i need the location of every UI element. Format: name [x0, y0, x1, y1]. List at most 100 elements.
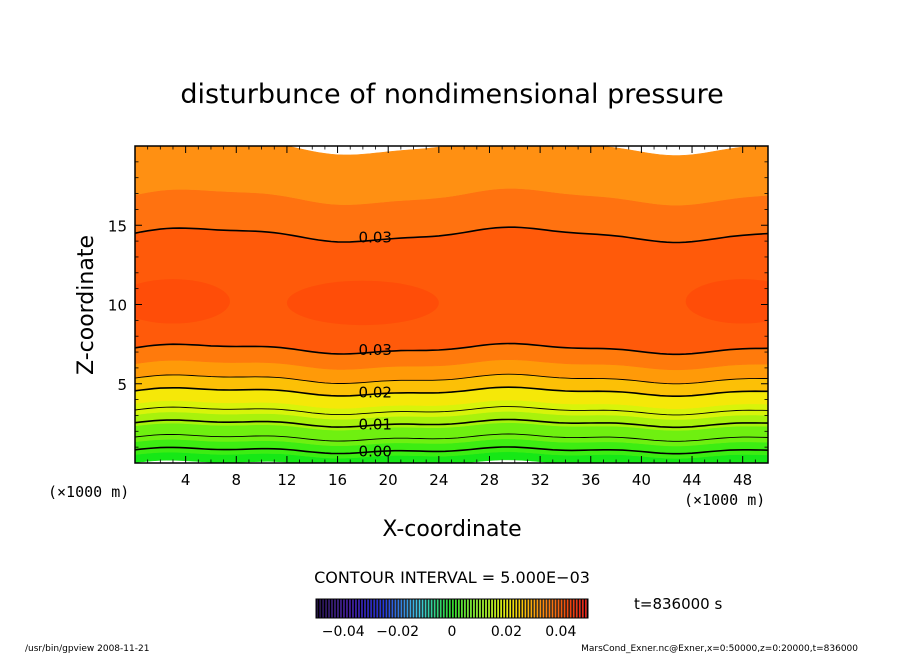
chart-title: disturbunce of nondimensional pressure: [180, 79, 723, 110]
colorbar-swatch: [491, 599, 493, 618]
contour-interval-text: CONTOUR INTERVAL = 5.000E−03: [314, 568, 590, 587]
colorbar-swatch: [379, 599, 382, 618]
x-tick-label-3: 16: [328, 471, 347, 489]
time-text: t=836000 s: [634, 595, 722, 613]
colorbar-swatch: [584, 599, 587, 618]
footer-right: MarsCond_Exner.nc@Exner,x=0:50000,z=0:20…: [581, 644, 858, 654]
colorbar-gap: [498, 599, 501, 618]
colorbar-gap: [580, 599, 582, 618]
colorbar-swatch: [548, 599, 551, 618]
colorbar-swatch: [391, 599, 394, 618]
colorbar-swatch: [361, 599, 363, 618]
colorbar-gap: [453, 599, 456, 618]
colorbar-gap: [520, 599, 522, 618]
color-band-11: [135, 146, 768, 206]
colorbar-swatch: [397, 599, 400, 618]
colorbar-swatch: [485, 599, 487, 618]
colorbar-swatch: [406, 599, 409, 618]
colorbar-swatch: [346, 599, 348, 618]
contour-label-4: 0.00: [359, 442, 392, 460]
x-tick-label-5: 24: [429, 471, 448, 489]
colorbar-swatch: [343, 599, 345, 618]
x-tick-label-2: 12: [277, 471, 296, 489]
colorbar-swatch: [358, 599, 360, 618]
contour-label-0: 0.03: [359, 228, 392, 246]
colorbar-gap: [447, 599, 449, 618]
colorbar-gap: [547, 599, 549, 618]
colorbar-tick-label-4: 0.04: [545, 624, 576, 640]
colorbar-swatch: [439, 599, 442, 618]
colorbar-gap: [574, 599, 576, 618]
colorbar-swatch: [566, 599, 569, 618]
colorbar-swatch: [412, 599, 415, 618]
colorbar-gap: [450, 599, 452, 618]
colorbar-swatch: [530, 599, 533, 618]
colorbar-swatch: [448, 599, 451, 618]
colorbar-gap: [544, 599, 546, 618]
colorbar-gap: [517, 599, 519, 618]
colorbar-gap: [586, 599, 588, 618]
colorbar-swatch: [467, 599, 469, 618]
colorbar-swatch: [494, 599, 496, 618]
colorbar-gap: [459, 599, 462, 618]
colorbar: [316, 599, 588, 618]
colorbar-swatch: [557, 599, 560, 618]
colorbar-swatch: [539, 599, 542, 618]
colorbar-gap: [417, 599, 419, 618]
colorbar-gap: [541, 599, 543, 618]
colorbar-swatch: [509, 599, 512, 618]
colorbar-gap: [538, 599, 540, 618]
colorbar-gap: [502, 599, 504, 618]
colorbar-swatch: [382, 599, 385, 618]
colorbar-swatch: [563, 599, 566, 618]
colorbar-swatch: [461, 599, 463, 618]
contour-line-1: [135, 433, 768, 442]
colorbar-gap: [508, 599, 510, 618]
x-tick-label-0: 4: [181, 471, 191, 489]
colorbar-gap: [465, 599, 468, 618]
colorbar-swatch: [370, 599, 373, 618]
contour-label-2: 0.02: [359, 384, 392, 402]
colorbar-swatch: [572, 599, 575, 618]
colorbar-swatch: [551, 599, 554, 618]
colorbar-gap: [514, 599, 516, 618]
colorbar-gap: [411, 599, 413, 618]
contour-label-3: 0.01: [359, 415, 392, 433]
colorbar-gap: [565, 599, 567, 618]
colorbar-swatch: [436, 599, 439, 618]
colorbar-gap: [480, 599, 483, 618]
max-blob-0: [135, 279, 230, 324]
contour-line-2: [135, 418, 768, 429]
max-blob-2: [685, 279, 768, 324]
pressure-maxima: [135, 279, 768, 326]
colorbar-gap: [366, 599, 368, 618]
colorbar-gap: [432, 599, 434, 618]
colorbar-swatch: [560, 599, 563, 618]
colorbar-swatch: [524, 599, 527, 618]
colorbar-swatch: [578, 599, 581, 618]
contour-labels: 0.03 0.03 0.02 0.01 0.00: [359, 228, 392, 460]
colorbar-swatch: [542, 599, 545, 618]
colorbar-gap: [372, 599, 374, 618]
colorbar-swatch: [427, 599, 430, 618]
colorbar-gap: [486, 599, 489, 618]
colorbar-gap: [462, 599, 465, 618]
colorbar-tick-labels: −0.04 −0.02 0 0.02 0.04: [322, 624, 577, 640]
colorbar-swatch: [569, 599, 572, 618]
colorbar-tick-label-0: −0.04: [322, 624, 365, 640]
colorbar-swatch: [334, 599, 336, 618]
colorbar-gap: [471, 599, 474, 618]
y-tick-label-2: 15: [108, 217, 127, 235]
colorbar-swatch: [376, 599, 379, 618]
colorbar-gap: [559, 599, 561, 618]
colorbar-gap: [408, 599, 410, 618]
colorbar-swatch: [545, 599, 548, 618]
colorbar-swatch: [430, 599, 433, 618]
x-axis-label: X-coordinate: [382, 517, 521, 542]
colorbar-swatch: [415, 599, 418, 618]
colorbar-gap: [492, 599, 495, 618]
contour-label-1: 0.03: [359, 341, 392, 359]
x-tick-label-6: 28: [480, 471, 499, 489]
colorbar-swatch: [352, 599, 354, 618]
